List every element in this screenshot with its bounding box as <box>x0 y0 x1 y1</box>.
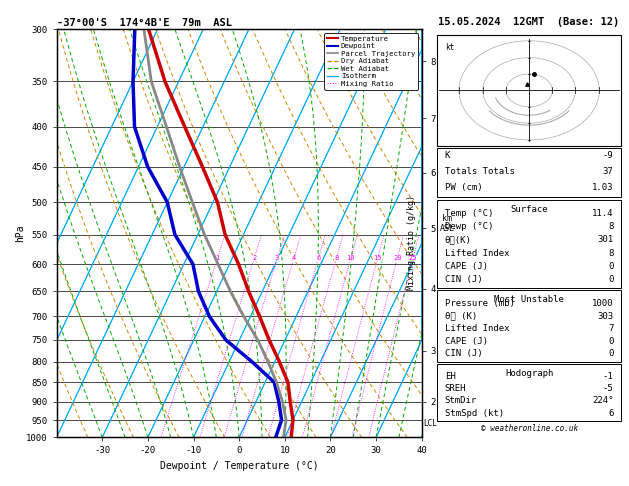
Text: 11.4: 11.4 <box>592 209 613 218</box>
Text: Temp (°C): Temp (°C) <box>445 209 493 218</box>
Text: SREH: SREH <box>445 384 466 394</box>
X-axis label: Dewpoint / Temperature (°C): Dewpoint / Temperature (°C) <box>160 461 318 471</box>
Bar <box>437 364 621 421</box>
Text: 25: 25 <box>409 256 417 261</box>
Text: 4: 4 <box>292 256 296 261</box>
Title: 15.05.2024  12GMT  (Base: 12): 15.05.2024 12GMT (Base: 12) <box>438 17 620 27</box>
Text: Lifted Index: Lifted Index <box>445 249 509 258</box>
Text: θᴄ (K): θᴄ (K) <box>445 312 477 321</box>
Text: 303: 303 <box>597 312 613 321</box>
Text: LCL: LCL <box>423 419 437 428</box>
Text: EH: EH <box>445 372 455 382</box>
Legend: Temperature, Dewpoint, Parcel Trajectory, Dry Adiabat, Wet Adiabat, Isotherm, Mi: Temperature, Dewpoint, Parcel Trajectory… <box>324 33 418 89</box>
Text: 0: 0 <box>608 275 613 284</box>
Text: 1.03: 1.03 <box>592 183 613 192</box>
Text: 301: 301 <box>597 235 613 244</box>
Bar <box>437 200 621 288</box>
Text: 6: 6 <box>316 256 321 261</box>
Text: Lifted Index: Lifted Index <box>445 324 509 333</box>
Text: CAPE (J): CAPE (J) <box>445 262 488 271</box>
Text: 8: 8 <box>608 222 613 231</box>
Text: 2: 2 <box>252 256 257 261</box>
Text: Most Unstable: Most Unstable <box>494 295 564 304</box>
Text: CAPE (J): CAPE (J) <box>445 337 488 346</box>
Text: 10: 10 <box>347 256 355 261</box>
Text: θᴄ(K): θᴄ(K) <box>445 235 472 244</box>
Text: StmSpd (kt): StmSpd (kt) <box>445 409 504 417</box>
Text: 1000: 1000 <box>592 299 613 308</box>
Text: Pressure (mb): Pressure (mb) <box>445 299 515 308</box>
Text: -5: -5 <box>603 384 613 394</box>
Text: 0: 0 <box>608 262 613 271</box>
Y-axis label: hPa: hPa <box>14 225 25 242</box>
Text: K: K <box>445 151 450 160</box>
Text: 3: 3 <box>275 256 279 261</box>
Text: Mixing Ratio (g/kg): Mixing Ratio (g/kg) <box>408 195 416 291</box>
Text: -1: -1 <box>603 372 613 382</box>
Text: CIN (J): CIN (J) <box>445 349 482 358</box>
Bar <box>437 35 621 145</box>
Text: CIN (J): CIN (J) <box>445 275 482 284</box>
Text: -37°00'S  174°4B'E  79m  ASL: -37°00'S 174°4B'E 79m ASL <box>57 18 231 28</box>
Text: Surface: Surface <box>510 205 548 214</box>
Bar <box>437 291 621 362</box>
Text: 20: 20 <box>393 256 401 261</box>
Text: -9: -9 <box>603 151 613 160</box>
Text: Dewp (°C): Dewp (°C) <box>445 222 493 231</box>
Text: 37: 37 <box>603 167 613 176</box>
Text: 8: 8 <box>334 256 338 261</box>
Text: Totals Totals: Totals Totals <box>445 167 515 176</box>
Text: kt: kt <box>445 43 454 52</box>
Bar <box>437 148 621 197</box>
Text: 15: 15 <box>374 256 382 261</box>
Text: Hodograph: Hodograph <box>505 369 554 378</box>
Text: © weatheronline.co.uk: © weatheronline.co.uk <box>481 424 577 434</box>
Text: 224°: 224° <box>592 397 613 405</box>
Text: 8: 8 <box>608 249 613 258</box>
Y-axis label: km
ASL: km ASL <box>440 214 455 233</box>
Text: 6: 6 <box>608 409 613 417</box>
Text: 1: 1 <box>215 256 220 261</box>
Text: PW (cm): PW (cm) <box>445 183 482 192</box>
Text: 0: 0 <box>608 337 613 346</box>
Text: 0: 0 <box>608 349 613 358</box>
Text: 7: 7 <box>608 324 613 333</box>
Text: StmDir: StmDir <box>445 397 477 405</box>
